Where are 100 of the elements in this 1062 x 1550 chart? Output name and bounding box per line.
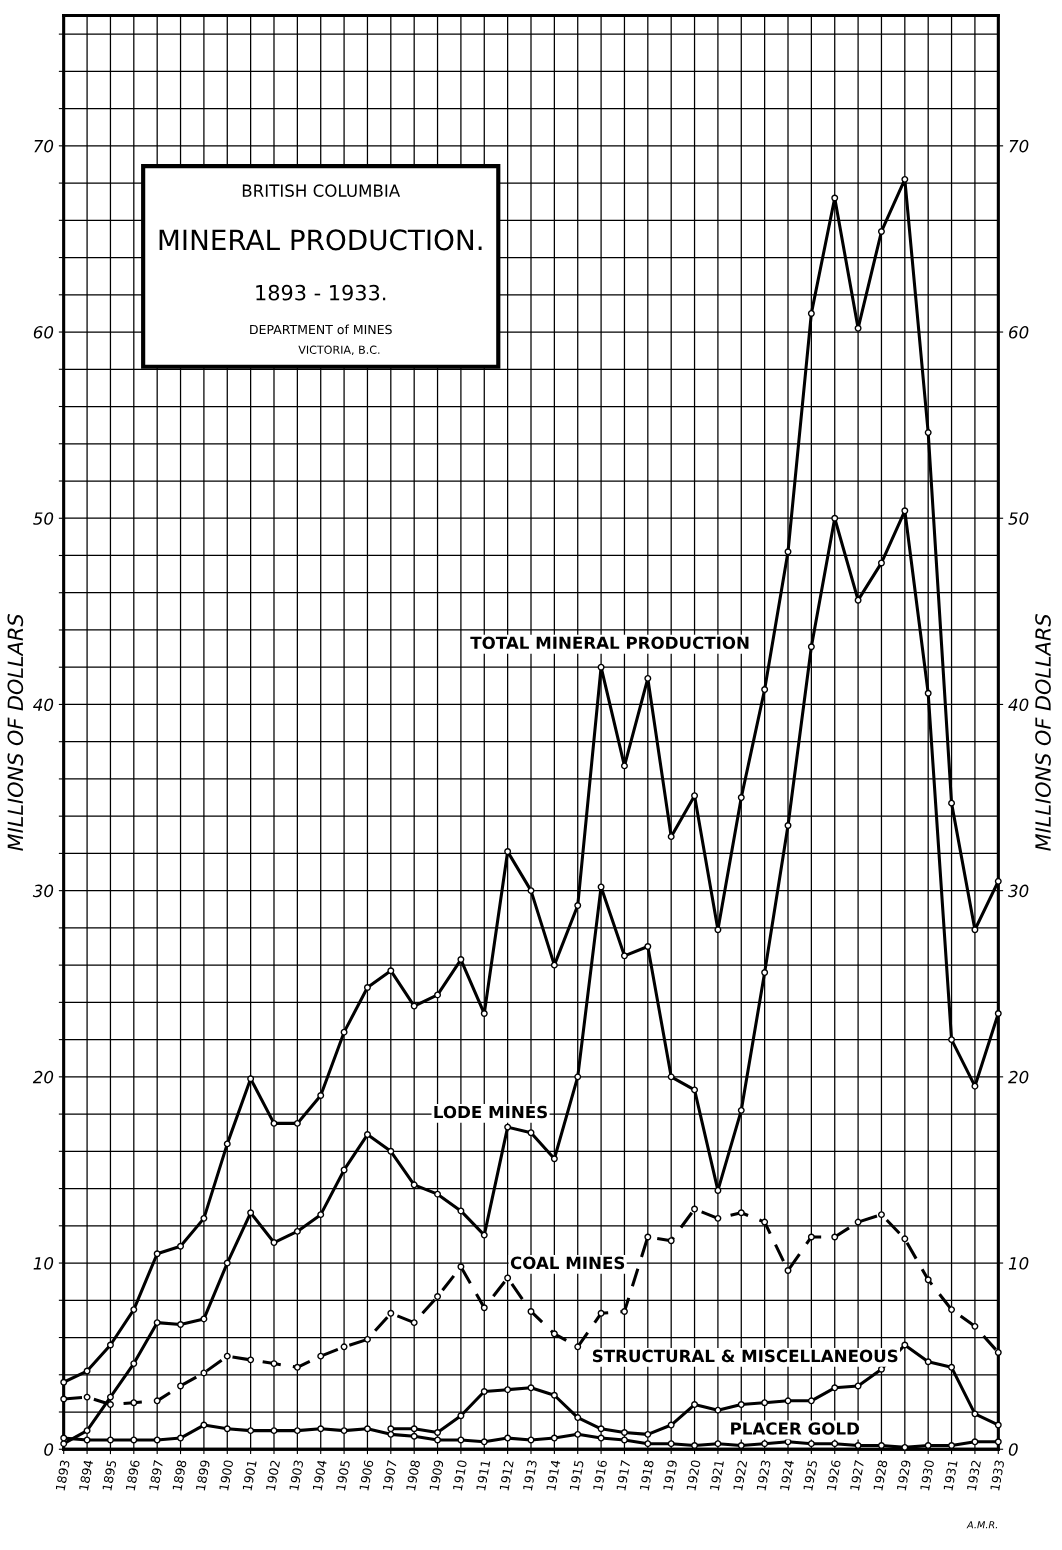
point (293, 1363, 301, 1371)
point (457, 1412, 465, 1420)
point (831, 1440, 839, 1448)
point (948, 1306, 956, 1314)
point (340, 1166, 348, 1174)
annotation: VICTORIA, B.C. (298, 345, 380, 356)
x-tick-label: 1922 (733, 1460, 748, 1491)
point (434, 1429, 442, 1436)
y-axis-title: MILLIONS OF DOLLARS (7, 614, 24, 851)
point (480, 1010, 488, 1018)
point (877, 228, 885, 235)
point (223, 1425, 231, 1433)
point (293, 1119, 301, 1127)
point (574, 1343, 582, 1351)
x-tick-label: 1930 (919, 1459, 935, 1491)
point (971, 1082, 979, 1090)
point (620, 1429, 628, 1436)
point (597, 1425, 605, 1433)
point (994, 1010, 1002, 1018)
point (994, 1421, 1002, 1429)
point (247, 1209, 255, 1217)
annotation: 1893 - 1933. (256, 284, 386, 301)
point (363, 1335, 371, 1343)
x-tick-label: 1915 (569, 1460, 584, 1491)
point (480, 1438, 488, 1446)
series-label: TOTAL MINERAL PRODUCTION (470, 636, 749, 650)
point (106, 1436, 114, 1444)
x-tick-label: 1906 (359, 1459, 374, 1491)
y-tick-label: 60 (33, 326, 54, 339)
x-tick-label: 1932 (966, 1460, 982, 1491)
point (854, 1218, 862, 1226)
point (948, 799, 956, 807)
y2-tick-label: 10 (1008, 1257, 1029, 1270)
x-tick-label: 1924 (779, 1459, 795, 1491)
point (550, 1155, 558, 1163)
point (644, 943, 652, 950)
x-tick-label: 1928 (873, 1459, 888, 1491)
point (387, 1147, 395, 1155)
point (177, 1434, 185, 1442)
x-tick-label: 1920 (686, 1459, 701, 1491)
x-tick-label: 1896 (125, 1459, 141, 1491)
point (994, 1348, 1002, 1356)
x-tick-label: 1923 (756, 1460, 771, 1491)
x-tick-label: 1921 (709, 1460, 725, 1491)
point (667, 1440, 675, 1448)
point (153, 1250, 161, 1258)
point (270, 1239, 278, 1247)
x-tick-label: 1898 (172, 1459, 187, 1491)
point (270, 1427, 278, 1435)
point (60, 1434, 68, 1442)
point (550, 961, 558, 969)
point (620, 762, 628, 770)
point (854, 1382, 862, 1390)
point (971, 1410, 979, 1418)
x-tick-label: 1912 (499, 1460, 514, 1491)
point (363, 1131, 371, 1139)
point (901, 507, 909, 515)
point (784, 822, 792, 829)
point (60, 1378, 68, 1386)
x-tick-label: 1899 (195, 1459, 211, 1491)
x-tick-label: 1917 (616, 1460, 631, 1491)
point (434, 1293, 442, 1301)
y-tick-label: 0 (44, 1443, 54, 1456)
point (434, 1190, 442, 1198)
y2-tick-label: 30 (1008, 884, 1029, 898)
text: BRITISH COLUMBIA (242, 184, 401, 197)
x-tick-label: 1901 (242, 1460, 257, 1491)
point (106, 1401, 114, 1409)
point (130, 1399, 138, 1407)
point (877, 1365, 885, 1373)
series-label: STRUCTURAL & MISCELLANEOUS (592, 1349, 898, 1363)
x-tick-label: 1918 (639, 1459, 655, 1491)
point (620, 952, 628, 960)
y-tick-label: 10 (33, 1257, 54, 1270)
point (691, 1205, 699, 1213)
x-tick-label: 1925 (803, 1460, 818, 1491)
point (971, 1322, 979, 1330)
x-tick-label: 1927 (849, 1460, 865, 1491)
point (247, 1427, 255, 1435)
text: MINERAL PRODUCTION. (159, 229, 482, 251)
point (877, 1211, 885, 1219)
point (924, 1358, 932, 1366)
x-tick-label: 1931 (943, 1460, 958, 1491)
point (480, 1304, 488, 1312)
point (387, 1430, 395, 1438)
point (177, 1321, 185, 1328)
point (924, 1276, 932, 1284)
point (644, 1233, 652, 1241)
point (597, 1309, 605, 1317)
y2-tick-label: 20 (1008, 1070, 1029, 1084)
point (761, 1399, 769, 1407)
x-tick-label: 1916 (592, 1459, 608, 1491)
point (691, 792, 699, 800)
y-tick-label: 70 (34, 139, 54, 153)
point (457, 1263, 465, 1271)
point (550, 1330, 558, 1338)
point (293, 1427, 301, 1435)
x-tick-label: 1933 (990, 1460, 1005, 1491)
y2-tick-label: 60 (1009, 326, 1029, 339)
point (831, 1233, 839, 1241)
